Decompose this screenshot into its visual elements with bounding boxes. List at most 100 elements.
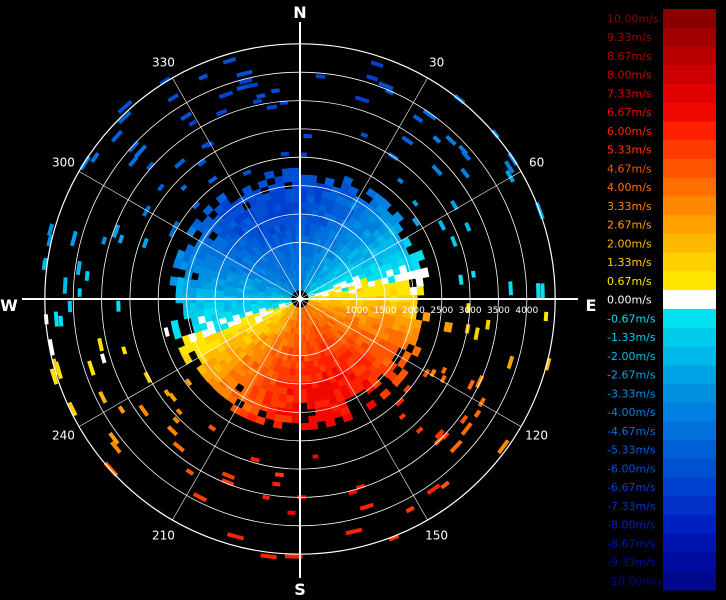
velocity-cell (291, 347, 297, 356)
velocity-cell (267, 234, 275, 244)
velocity-cell (307, 188, 316, 197)
velocity-cell (235, 268, 244, 276)
velocity-cell (180, 111, 193, 122)
velocity-cell (318, 310, 326, 316)
velocity-cell (288, 319, 293, 327)
velocity-cell (271, 316, 279, 324)
velocity-cell (294, 368, 300, 376)
legend-label: -4.00m/s (607, 406, 656, 419)
velocity-cell (305, 326, 310, 335)
velocity-cell (357, 256, 367, 265)
legend-label: 6.00m/s (607, 125, 652, 138)
legend-swatch (663, 158, 716, 178)
velocity-cell (239, 259, 248, 268)
velocity-cell (413, 268, 423, 280)
velocity-cell (295, 307, 299, 315)
velocity-cell (303, 277, 307, 285)
velocity-cell (258, 258, 266, 266)
velocity-cell (263, 213, 272, 223)
velocity-cell (84, 270, 90, 281)
velocity-cell (396, 257, 406, 268)
velocity-cell (327, 329, 335, 338)
velocity-cell (250, 236, 260, 246)
velocity-cell (274, 407, 285, 416)
velocity-cell (320, 197, 330, 206)
velocity-cell (272, 326, 279, 334)
velocity-cell (316, 279, 324, 286)
velocity-cell (343, 248, 353, 258)
velocity-cell (67, 300, 73, 313)
velocity-cell (293, 284, 298, 292)
velocity-cell (282, 237, 289, 245)
legend-swatch (663, 421, 716, 441)
velocity-cell (349, 300, 357, 306)
velocity-cell (324, 205, 334, 215)
velocity-cell (293, 375, 300, 383)
velocity-cell (239, 275, 249, 282)
velocity-cell (283, 408, 293, 417)
velocity-cell (289, 278, 294, 286)
velocity-cell (400, 317, 410, 327)
velocity-cell (416, 303, 425, 312)
velocity-cell (369, 301, 377, 308)
velocity-cell (225, 315, 234, 323)
velocity-cell (228, 265, 238, 273)
velocity-cell (418, 329, 428, 340)
velocity-cell (208, 424, 217, 432)
velocity-cell (282, 373, 290, 382)
velocity-cell (473, 409, 482, 418)
legend-label: -1.33m/s (607, 331, 656, 344)
velocity-cell (241, 185, 253, 196)
velocity-cell (268, 278, 277, 285)
velocity-cell (312, 315, 319, 323)
velocity-cell (331, 222, 340, 232)
velocity-cell (315, 268, 322, 276)
velocity-cell (285, 293, 293, 297)
velocity-cell (256, 93, 266, 99)
velocity-cell (143, 371, 153, 384)
velocity-cell (282, 316, 289, 324)
velocity-cell (292, 388, 300, 397)
velocity-cell (353, 229, 364, 240)
velocity-cell (288, 368, 296, 376)
velocity-cell (246, 239, 256, 249)
velocity-cell (292, 327, 296, 335)
velocity-cell (381, 256, 391, 266)
velocity-cell (364, 270, 374, 278)
velocity-cell (205, 268, 215, 278)
velocity-cell (212, 270, 221, 279)
velocity-cell (250, 300, 258, 305)
velocity-cell (325, 281, 333, 287)
velocity-cell (271, 197, 281, 206)
velocity-cell (216, 301, 224, 308)
velocity-cell (290, 285, 296, 293)
velocity-cell (332, 280, 340, 286)
velocity-cell (322, 348, 330, 357)
velocity-cell (289, 319, 294, 328)
velocity-cell (301, 269, 305, 278)
velocity-cell (308, 360, 315, 369)
velocity-cell (311, 284, 318, 290)
velocity-cell (276, 189, 287, 198)
velocity-cell (309, 265, 315, 273)
velocity-cell (264, 301, 272, 306)
velocity-cell (274, 350, 281, 359)
legend-label: 2.67m/s (607, 219, 652, 232)
velocity-cell (396, 177, 404, 185)
velocity-cell (412, 114, 424, 124)
velocity-cell (264, 318, 272, 326)
velocity-cell (302, 284, 306, 291)
velocity-cell (303, 306, 308, 314)
velocity-cell (318, 282, 326, 288)
velocity-cell (51, 358, 60, 376)
velocity-cell (320, 326, 328, 334)
velocity-cell (366, 74, 379, 82)
velocity-cell (170, 319, 180, 331)
velocity-cell (411, 345, 422, 358)
velocity-cell (276, 400, 286, 409)
velocity-cell (473, 327, 480, 341)
velocity-cell (327, 306, 335, 311)
legend-swatch (663, 552, 716, 572)
velocity-cell (301, 314, 304, 322)
velocity-cell (285, 301, 293, 305)
